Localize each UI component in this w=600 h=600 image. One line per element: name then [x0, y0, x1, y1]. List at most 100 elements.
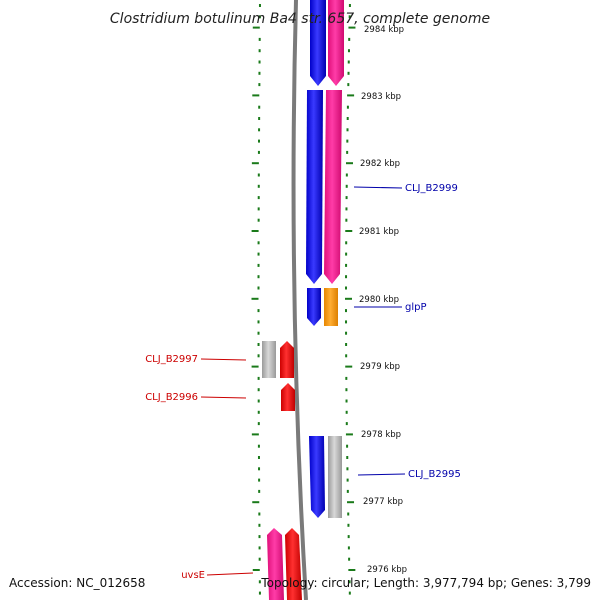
gene-label-clj-b2996[interactable]: CLJ_B2996: [145, 392, 198, 403]
tick-label-2983: 2983 kbp: [361, 92, 401, 102]
left-track-minor-tick: [257, 422, 260, 426]
left-track-minor-tick: [257, 207, 260, 211]
left-track-minor-tick: [257, 444, 260, 448]
left-track-minor-tick: [257, 241, 260, 245]
right-track-minor-tick: [345, 309, 348, 313]
left-tick-track: [251, 4, 261, 595]
left-track-minor-tick: [257, 343, 260, 346]
right-track-minor-tick: [345, 207, 348, 211]
right-track-minor-tick: [346, 117, 349, 120]
gene-label-uvse[interactable]: uvsE: [181, 570, 205, 581]
forward-genes: [306, 0, 344, 518]
right-track-minor-tick: [347, 535, 350, 539]
left-track-minor-tick: [258, 117, 261, 120]
gene-pink-clj-b2999[interactable]: [324, 90, 342, 284]
left-track-minor-tick: [258, 83, 261, 87]
right-track-minor-tick: [345, 241, 348, 245]
left-track-minor-tick: [257, 388, 260, 392]
right-track-major-tick: [345, 162, 353, 165]
left-track-major-tick: [252, 501, 260, 504]
gene-red-uvse[interactable]: [285, 528, 302, 600]
right-track-minor-tick: [347, 71, 350, 75]
left-track-minor-tick: [258, 128, 261, 132]
left-track-minor-tick: [257, 320, 260, 324]
leader-clj-b2995: [357, 473, 406, 476]
gene-label-glpp[interactable]: glpP: [405, 302, 427, 313]
right-track-minor-tick: [346, 489, 349, 493]
left-track-minor-tick: [258, 71, 261, 75]
left-track-minor-tick: [258, 535, 261, 539]
topology-text: Topology: circular; Length: 3,977,794 bp…: [260, 576, 591, 590]
right-track-minor-tick: [345, 275, 348, 279]
right-track-minor-tick: [345, 422, 348, 426]
gene-labels: CLJ_B2999 glpP CLJ_B2997 CLJ_B2996 CLJ_B…: [145, 183, 461, 581]
left-track-major-tick: [252, 26, 260, 29]
right-track-minor-tick: [347, 49, 350, 53]
right-track-minor-tick: [346, 150, 349, 154]
left-track-minor-tick: [257, 331, 260, 335]
left-track-minor-tick: [258, 478, 261, 482]
left-track-minor-tick: [258, 591, 261, 595]
gene-label-clj-b2999[interactable]: CLJ_B2999: [405, 183, 458, 194]
right-track-minor-tick: [345, 354, 348, 358]
right-track-minor-tick: [345, 399, 348, 403]
leader-clj-b2996: [200, 396, 247, 399]
tick-label-2977: 2977 kbp: [363, 497, 403, 507]
left-track-minor-tick: [257, 150, 260, 154]
gene-red-clj-b2996[interactable]: [281, 383, 295, 411]
left-track-minor-tick: [257, 184, 260, 188]
gene-label-clj-b2995[interactable]: CLJ_B2995: [408, 469, 461, 480]
left-track-minor-tick: [258, 60, 261, 64]
label-leaders: [200, 186, 406, 576]
gene-blue-clj-b2995[interactable]: [309, 436, 325, 518]
gene-red-clj-b2997[interactable]: [280, 341, 294, 378]
gene-orange-glpp[interactable]: [324, 288, 338, 326]
left-track-minor-tick: [258, 15, 261, 19]
tick-label-2982: 2982 kbp: [360, 159, 400, 169]
left-track-minor-tick: [258, 37, 261, 41]
right-track-major-tick: [347, 501, 355, 504]
right-track-minor-tick: [348, 37, 351, 41]
left-track-major-tick: [251, 230, 259, 232]
tick-label-2976: 2976 kbp: [367, 565, 407, 575]
left-track-minor-tick: [257, 456, 260, 459]
right-track-minor-tick: [345, 343, 348, 346]
right-track-major-tick: [347, 94, 355, 97]
right-track-major-tick: [345, 230, 353, 232]
gene-grey-clj-b2997[interactable]: [262, 341, 276, 378]
left-track-minor-tick: [258, 49, 261, 53]
right-track-minor-tick: [347, 546, 350, 550]
left-track-minor-tick: [257, 196, 260, 200]
tick-label-2984: 2984 kbp: [364, 25, 404, 35]
left-track-minor-tick: [257, 263, 260, 267]
gene-blue-glpp[interactable]: [307, 288, 321, 326]
gene-label-clj-b2997[interactable]: CLJ_B2997: [145, 354, 198, 365]
left-track-minor-tick: [258, 546, 261, 550]
left-track-minor-tick: [257, 376, 260, 380]
left-track-minor-tick: [258, 467, 261, 471]
right-track-minor-tick: [347, 523, 350, 527]
right-track-major-tick: [348, 569, 356, 571]
right-track-minor-tick: [345, 184, 348, 188]
right-track-minor-tick: [348, 591, 351, 595]
left-track-minor-tick: [257, 139, 260, 143]
right-track-minor-tick: [345, 410, 348, 414]
gene-pink-top[interactable]: [328, 0, 344, 86]
gene-grey-clj-b2995[interactable]: [328, 436, 342, 518]
gene-pink-uvse[interactable]: [267, 528, 284, 600]
right-track-minor-tick: [345, 331, 348, 335]
right-track-minor-tick: [346, 478, 349, 482]
right-track-minor-tick: [346, 467, 349, 471]
right-track-major-tick: [345, 365, 353, 368]
left-track-minor-tick: [257, 275, 260, 279]
genome-backbone: [291, 0, 308, 600]
right-track-minor-tick: [346, 105, 349, 109]
gene-blue-top[interactable]: [310, 0, 326, 86]
right-track-minor-tick: [348, 557, 351, 561]
right-track-minor-tick: [347, 60, 350, 64]
gene-blue-clj-b2999[interactable]: [306, 90, 323, 284]
left-track-minor-tick: [257, 354, 260, 358]
left-track-minor-tick: [258, 512, 261, 516]
right-track-minor-tick: [346, 128, 349, 132]
